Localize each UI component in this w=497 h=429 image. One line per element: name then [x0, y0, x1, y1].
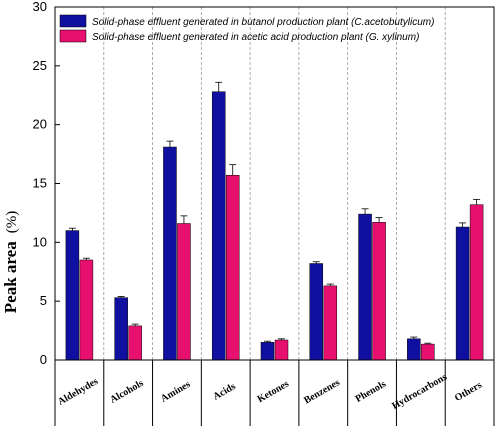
y-axis-label-unit: (%) — [4, 211, 20, 234]
category-label: Hydrocarbons — [390, 372, 449, 412]
y-tick-label: 20 — [33, 117, 47, 132]
y-axis-ticks: 0 5 10 15 20 25 30 — [33, 0, 60, 367]
y-tick-label: 0 — [40, 352, 47, 367]
category-separators — [103, 7, 446, 360]
bar-1 — [455, 226, 470, 361]
y-axis-label-main: Peak area — [1, 241, 20, 313]
bar-1 — [163, 146, 177, 361]
y-tick-label: 15 — [33, 176, 47, 191]
bar-2 — [469, 204, 484, 361]
bar-1 — [65, 230, 80, 361]
bar-2 — [225, 175, 240, 361]
bar-1 — [211, 91, 226, 361]
legend-label-series-1: Solid-phase effluent generated in butano… — [92, 17, 434, 28]
bar-1 — [260, 342, 275, 361]
y-tick-label: 25 — [33, 58, 47, 73]
legend: Solid-phase effluent generated in butano… — [59, 14, 434, 43]
legend-swatch-series-1 — [59, 14, 87, 28]
bar-2 — [372, 222, 386, 361]
category-label: Benzenes — [302, 377, 342, 406]
bar-2 — [421, 343, 435, 361]
bar-2 — [79, 259, 94, 361]
category-label-box: Aldehydes Alcohols Amines Acids Ketones Benze… — [54, 360, 495, 426]
bar-1 — [407, 338, 421, 361]
bar-1 — [358, 213, 372, 361]
category-label: Aldehydes — [56, 376, 100, 408]
y-tick-label: 30 — [33, 0, 47, 14]
category-label: Ketones — [256, 378, 291, 405]
legend-label-series-2: Solid-phase effluent generated in acetic… — [92, 32, 419, 43]
category-label: Acids — [211, 381, 237, 403]
y-axis-label: Peak area (%) — [1, 211, 20, 313]
bar-1 — [114, 297, 128, 361]
category-label: Phenols — [354, 379, 388, 405]
category-label: Alcohols — [108, 378, 145, 406]
legend-swatch-series-2 — [59, 29, 87, 43]
bar-2 — [128, 325, 142, 361]
bar-2 — [274, 339, 289, 361]
bar-2 — [323, 285, 338, 361]
y-tick-label: 10 — [33, 234, 47, 249]
bars-group — [65, 81, 484, 361]
y-tick-label: 5 — [40, 293, 47, 308]
bar-2 — [177, 223, 191, 361]
category-label: Others — [453, 380, 484, 404]
bar-1 — [309, 263, 324, 361]
category-label: Amines — [159, 379, 192, 405]
